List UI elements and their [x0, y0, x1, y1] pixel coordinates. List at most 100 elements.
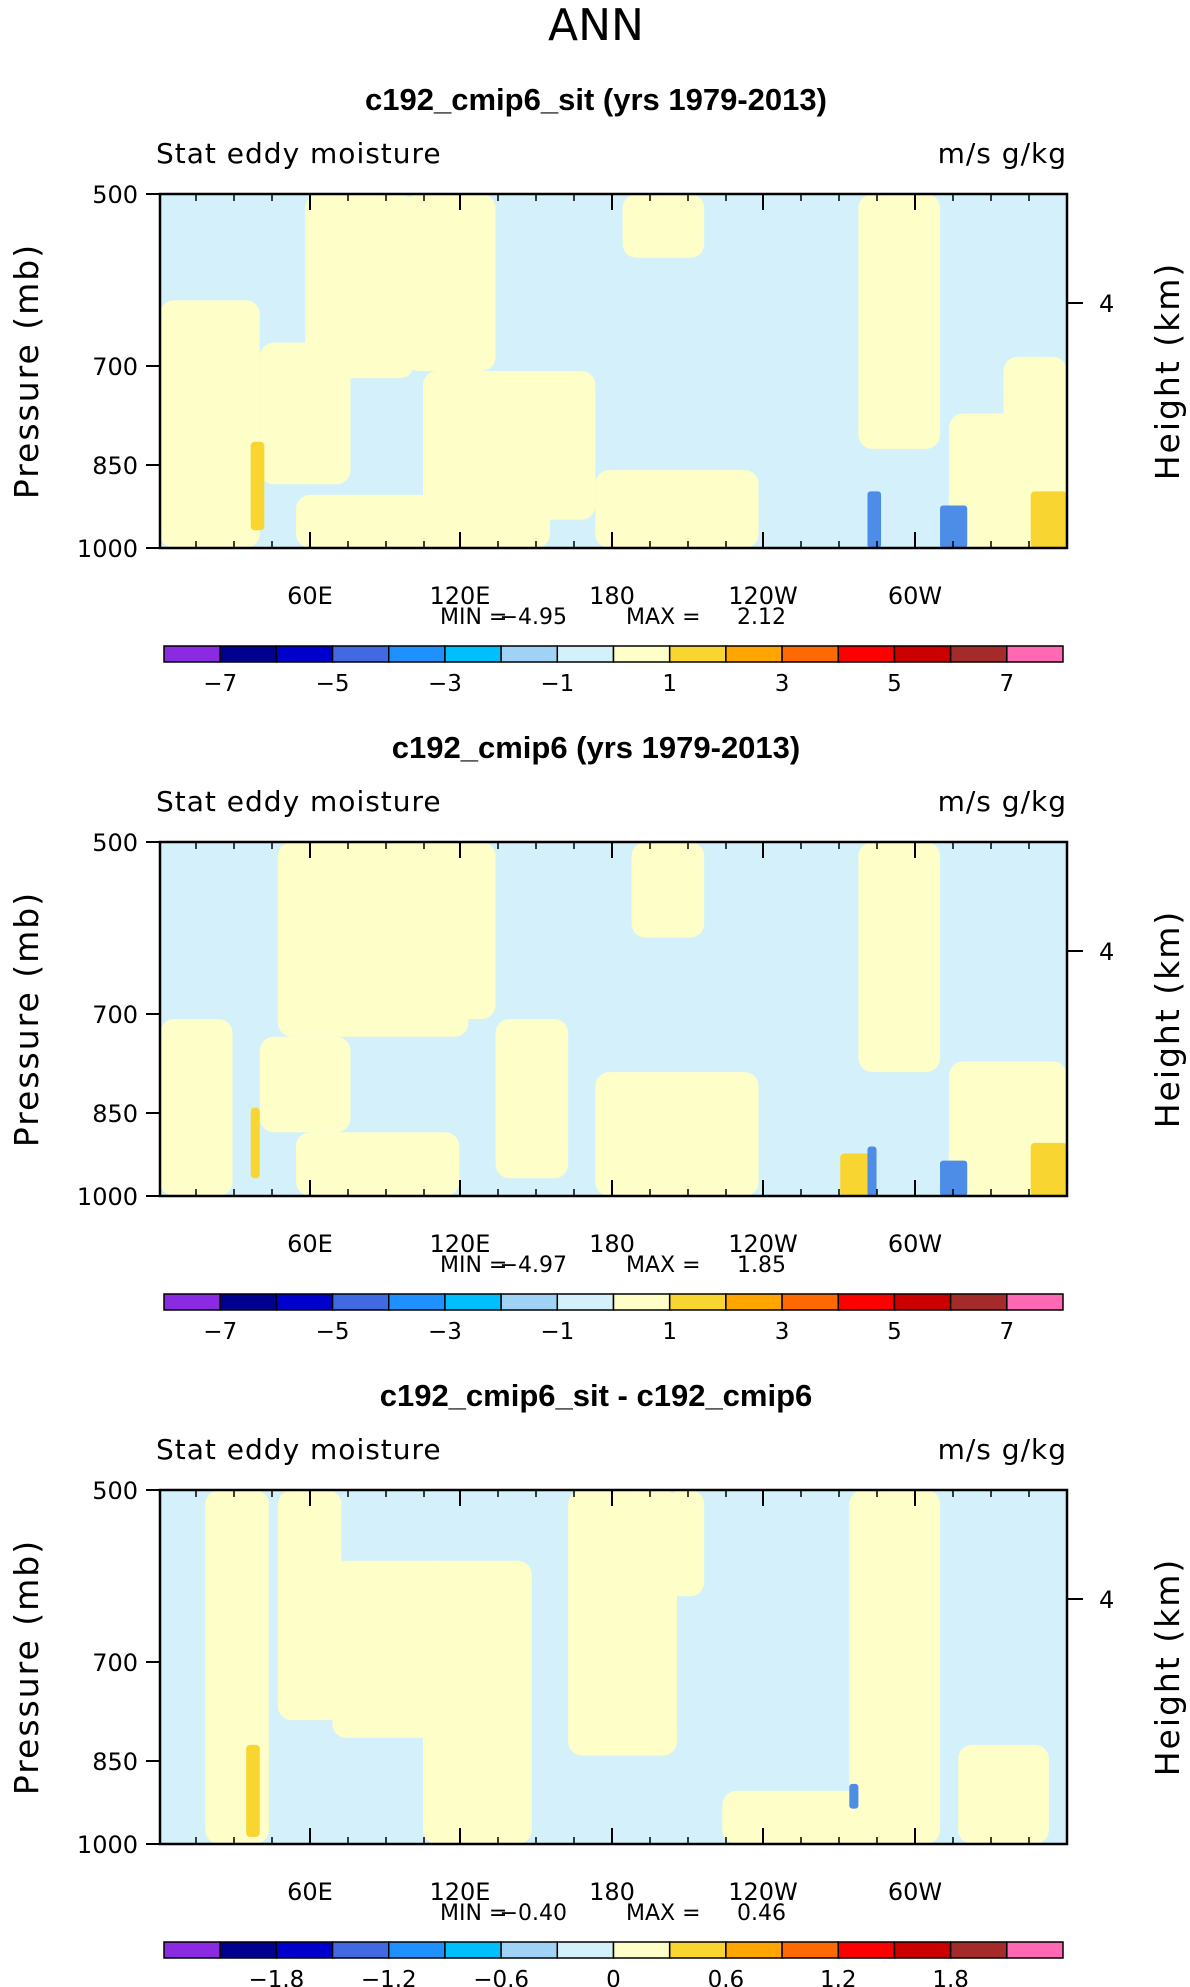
- positive-region: [1003, 356, 1067, 449]
- max-value: 0.46: [737, 1901, 786, 1926]
- colorbar-swatch: [725, 645, 783, 663]
- strong-positive-region: [1030, 491, 1067, 548]
- colorbar-swatch: [893, 1941, 952, 1959]
- max-label: MAX =: [626, 1253, 701, 1278]
- x-tick-label: 60W: [888, 1230, 942, 1258]
- colorbar: −7 −5 −3 −1 1 3 5 7: [163, 1293, 1064, 1345]
- x-tick-label: 180: [589, 582, 635, 610]
- strong-negative-region: [867, 1146, 877, 1196]
- y-tick-label: 700: [92, 1649, 138, 1677]
- colorbar-swatch: [163, 645, 221, 663]
- colorbar-swatch: [388, 1941, 446, 1959]
- colorbar-swatch: [668, 645, 727, 663]
- colorbar-swatch: [388, 645, 446, 663]
- y-tick-label: 1000: [77, 1831, 138, 1859]
- colorbar-swatch: [219, 645, 278, 663]
- colorbar-label: −7: [203, 1319, 237, 1345]
- plot-frame: [158, 1488, 1069, 1846]
- positive-region: [404, 194, 496, 371]
- colorbar-swatch: [556, 1941, 615, 1959]
- colorbar-label: −5: [316, 671, 350, 697]
- colorbar-swatch: [219, 1293, 278, 1311]
- x-tick-label: 120E: [430, 582, 491, 610]
- colorbar-swatch: [275, 1941, 334, 1959]
- x-tick-label: 60E: [287, 1230, 333, 1258]
- colorbar-swatch: [781, 645, 839, 663]
- strong-negative-region: [940, 505, 968, 548]
- colorbar-swatch: [837, 645, 896, 663]
- colorbar-label: 7: [999, 671, 1014, 697]
- max-value: 2.12: [737, 605, 786, 630]
- colorbar-label: −1.2: [361, 1967, 417, 1987]
- contour-field: [160, 842, 1067, 1196]
- positive-region: [296, 494, 460, 548]
- x-tick-label: 180: [589, 1878, 635, 1906]
- colorbar-swatch: [163, 1941, 221, 1959]
- positive-region: [722, 1790, 868, 1844]
- positive-region: [160, 1019, 233, 1196]
- panel-units: m/s g/kg: [938, 137, 1067, 170]
- panel-title: c192_cmip6 (yrs 1979-2013): [392, 730, 800, 765]
- y-axis-label: Pressure (mb): [7, 1539, 46, 1795]
- panel-title: c192_cmip6_sit - c192_cmip6: [380, 1378, 813, 1413]
- x-tick-label: 60W: [888, 582, 942, 610]
- y-tick-label: 1000: [77, 1183, 138, 1211]
- colorbar-label: 5: [887, 671, 902, 697]
- positive-region: [277, 1490, 342, 1721]
- colorbar-swatch: [668, 1293, 727, 1311]
- colorbar-label: −5: [316, 1319, 350, 1345]
- colorbar-swatch: [949, 645, 1008, 663]
- y-tick-label: 500: [92, 829, 138, 857]
- plot-frame: [158, 840, 1069, 1198]
- positive-region: [849, 1490, 941, 1844]
- y-axis-label-right: Height (km): [1148, 910, 1187, 1129]
- colorbar-swatch: [781, 1941, 839, 1959]
- positive-region: [595, 470, 759, 548]
- colorbar-swatch: [556, 645, 615, 663]
- colorbar-swatch: [500, 1293, 559, 1311]
- colorbar-swatch: [331, 1941, 390, 1959]
- min-label: MIN =: [440, 605, 507, 630]
- x-tick-label: 60W: [888, 1878, 942, 1906]
- colorbar-swatch: [781, 1293, 839, 1311]
- colorbar-label: 7: [999, 1319, 1014, 1345]
- y-tick-label: 700: [92, 353, 138, 381]
- colorbar-swatch: [275, 1293, 334, 1311]
- colorbar-swatch: [444, 1941, 502, 1959]
- panel-1: c192_cmip6_sit (yrs 1979-2013) Stat eddy …: [7, 82, 1187, 697]
- colorbar-label: −3: [428, 671, 462, 697]
- colorbar: −7 −5 −3 −1 1 3 5 7: [163, 645, 1064, 697]
- y-axis-label-right: Height (km): [1148, 1558, 1187, 1777]
- strong-negative-region: [849, 1783, 859, 1809]
- positive-region: [296, 1132, 460, 1196]
- colorbar-label: −1.8: [248, 1967, 304, 1987]
- x-tick-label: 60E: [287, 582, 333, 610]
- positive-region: [631, 842, 705, 938]
- colorbar-swatch: [668, 1941, 727, 1959]
- y-tick-label: 500: [92, 181, 138, 209]
- y-axis-label: Pressure (mb): [7, 243, 46, 499]
- panel-subtitle-left: Stat eddy moisture: [156, 785, 442, 818]
- colorbar-label: 1.2: [820, 1967, 857, 1987]
- contour-field: [160, 194, 1067, 548]
- colorbar-swatch: [275, 645, 334, 663]
- colorbar-swatch: [949, 1293, 1008, 1311]
- positive-region: [423, 1560, 532, 1844]
- colorbar-swatch: [893, 645, 952, 663]
- colorbar-label: −7: [203, 671, 237, 697]
- panel-units: m/s g/kg: [938, 1433, 1067, 1466]
- x-tick-label: 120W: [728, 1878, 798, 1906]
- colorbar-label: 3: [775, 1319, 790, 1345]
- y-axis-label-right: Height (km): [1148, 262, 1187, 481]
- colorbar-label: 1: [662, 1319, 677, 1345]
- colorbar: −1.8 −1.2 −0.6 0 0.6 1.2 1.8: [163, 1941, 1064, 1987]
- colorbar-swatch: [1006, 645, 1064, 663]
- x-tick-label: 120W: [728, 1230, 798, 1258]
- x-tick-label: 60E: [287, 1878, 333, 1906]
- colorbar-swatch: [500, 1941, 559, 1959]
- strong-negative-region: [867, 491, 882, 548]
- panel-units: m/s g/kg: [938, 785, 1067, 818]
- contour-field: [160, 1490, 1067, 1844]
- y-tick-label: 850: [92, 1748, 138, 1776]
